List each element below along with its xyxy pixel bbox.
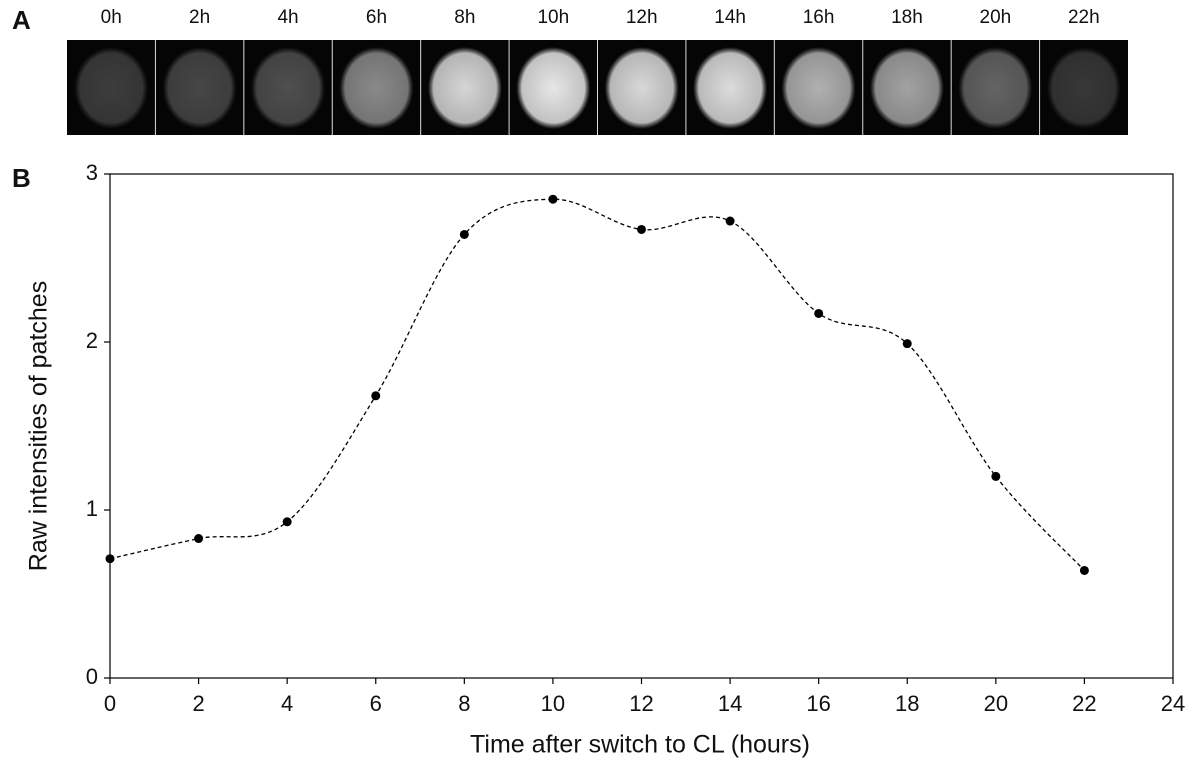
x-tick-label: 22 [1072, 691, 1096, 716]
data-point [371, 391, 381, 401]
data-point [282, 517, 292, 527]
patch-image [74, 47, 149, 129]
patch-image [516, 47, 591, 129]
x-tick-label: 2 [192, 691, 204, 716]
x-tick-label: 10 [541, 691, 565, 716]
x-tick-label: 14 [718, 691, 742, 716]
data-point [725, 216, 735, 226]
patch-image [251, 47, 326, 129]
x-tick-label: 12 [629, 691, 653, 716]
x-tick-label: 8 [458, 691, 470, 716]
frame-label: 22h [1068, 7, 1100, 28]
y-tick-label: 3 [86, 160, 98, 185]
frame-label: 8h [454, 7, 475, 28]
data-point [637, 224, 646, 234]
frame-label: 16h [803, 7, 835, 28]
data-point [194, 534, 204, 544]
data-point [548, 194, 558, 204]
frame-label: 20h [980, 7, 1012, 28]
frame-label: 6h [366, 7, 387, 28]
panel-label: A [12, 5, 31, 35]
x-tick-label: 16 [806, 691, 830, 716]
x-tick-label: 18 [895, 691, 919, 716]
y-tick-label: 2 [86, 328, 98, 353]
patch-image [958, 47, 1033, 129]
frame-label: 2h [189, 7, 210, 28]
patch-image [604, 47, 679, 129]
data-point [814, 308, 824, 318]
frame-label: 12h [626, 7, 658, 28]
frame-label: 18h [891, 7, 923, 28]
data-point [991, 471, 1001, 481]
patch-image [693, 47, 768, 129]
panel-label: B [12, 163, 31, 193]
x-axis-title: Time after switch to CL (hours) [470, 731, 810, 759]
x-tick-label: 6 [370, 691, 382, 716]
patch-image [339, 47, 414, 129]
y-tick-label: 1 [86, 496, 98, 521]
patch-image [869, 47, 944, 129]
y-tick-label: 0 [86, 664, 98, 689]
frame-label: 0h [101, 7, 122, 28]
frame-label: 14h [714, 7, 746, 28]
x-tick-label: 20 [984, 691, 1008, 716]
patch-image [162, 47, 237, 129]
x-tick-label: 4 [281, 691, 293, 716]
plot-frame [109, 173, 1174, 679]
frame-label: 10h [537, 7, 569, 28]
patch-image [1046, 47, 1121, 129]
data-point [1079, 565, 1089, 575]
y-axis-title: Raw intensities of patches [25, 281, 53, 571]
x-tick-label: 0 [104, 691, 116, 716]
data-point [105, 554, 115, 564]
data-point [902, 339, 912, 349]
data-point [459, 229, 469, 239]
x-tick-label: 24 [1161, 691, 1185, 716]
data-line [109, 198, 1085, 571]
frame-label: 4h [277, 7, 298, 28]
patch-image [427, 47, 502, 129]
patch-image [781, 47, 856, 129]
